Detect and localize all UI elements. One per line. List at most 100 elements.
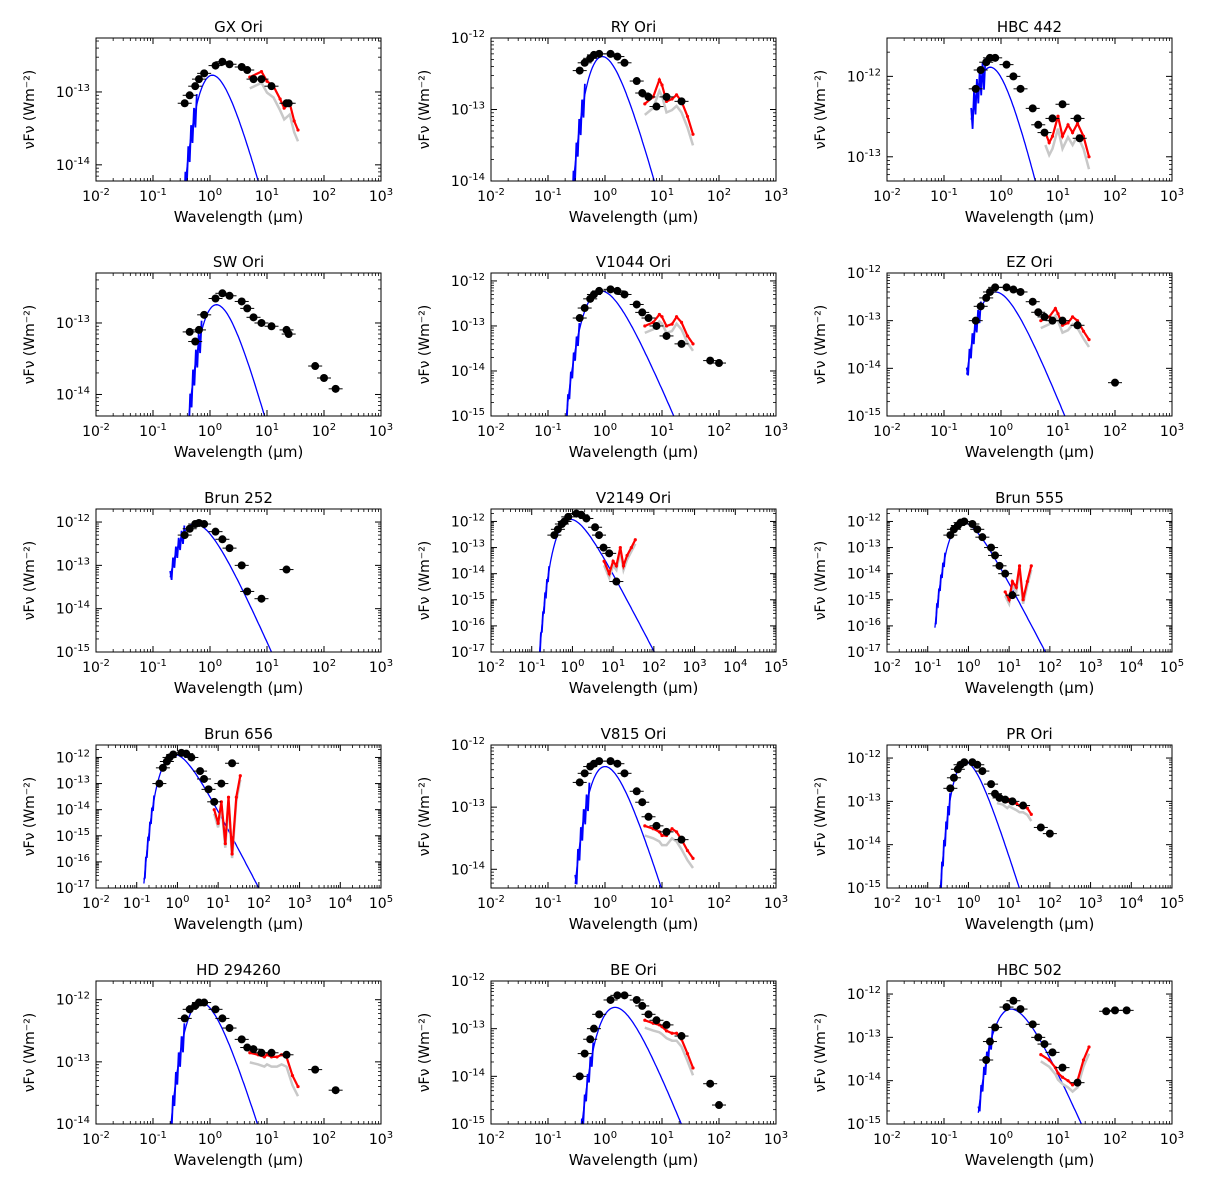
panel-title: BE Ori bbox=[610, 961, 657, 979]
spectrum-point bbox=[674, 1031, 679, 1035]
y-tick-label: 10-14 bbox=[451, 362, 485, 380]
data-layer bbox=[572, 757, 695, 888]
x-tick-label: 10-2 bbox=[82, 187, 110, 205]
sed-panel: 10-2 10-1 100 101 102 103 10-15 10-14 10-13 10-12… bbox=[417, 961, 788, 1169]
photometry-point bbox=[606, 49, 615, 58]
y-tick-label: 10-15 bbox=[451, 1115, 485, 1133]
x-axis-label: Wavelength (μm) bbox=[569, 1151, 699, 1169]
photometry-point bbox=[973, 525, 982, 534]
photosphere-model-line bbox=[574, 765, 663, 888]
photosphere-model-noise bbox=[572, 83, 586, 181]
spectrum-point bbox=[1039, 319, 1043, 323]
x-tick-label: 100 bbox=[198, 422, 222, 440]
panel-title: Brun 656 bbox=[204, 725, 273, 743]
spectrum-line bbox=[1044, 115, 1091, 158]
photometry-point bbox=[237, 561, 246, 570]
x-tick-label: 101 bbox=[650, 422, 674, 440]
axes-frame bbox=[490, 37, 777, 182]
photometry-point bbox=[976, 66, 985, 75]
x-tick-label: 100 bbox=[198, 187, 222, 205]
x-tick-label: 103 bbox=[1160, 422, 1184, 440]
photometry-point bbox=[620, 58, 629, 67]
x-tick-label: 100 bbox=[165, 894, 189, 912]
y-tick-label: 10-12 bbox=[451, 972, 485, 990]
x-tick-label: 102 bbox=[642, 658, 666, 676]
spectrum-point bbox=[657, 1023, 661, 1027]
photometry-point bbox=[1001, 569, 1010, 578]
photometry-point bbox=[564, 512, 573, 521]
spectrum-point bbox=[1056, 114, 1060, 118]
spectrum-point bbox=[614, 564, 618, 568]
photometry-point bbox=[1028, 297, 1037, 306]
x-tick-label: 103 bbox=[287, 894, 311, 912]
photometry-point bbox=[257, 75, 266, 84]
spectrum-point bbox=[674, 830, 679, 834]
spectrum-error-band bbox=[1040, 1053, 1091, 1094]
photometry-point bbox=[582, 514, 591, 523]
y-tick-label: 10-13 bbox=[56, 314, 90, 332]
spectrum-point bbox=[296, 128, 300, 132]
x-tick-label: 104 bbox=[1119, 658, 1143, 676]
axes-frame bbox=[95, 508, 382, 653]
data-layer bbox=[572, 49, 695, 181]
x-tick-label: 100 bbox=[989, 1130, 1013, 1148]
y-tick-label: 10-14 bbox=[847, 565, 881, 583]
x-tick-label: 103 bbox=[764, 187, 788, 205]
y-tick-label: 10-12 bbox=[56, 748, 90, 766]
y-axis-label: νFν (Wm⁻²) bbox=[22, 70, 38, 150]
x-tick-label: 101 bbox=[650, 1130, 674, 1148]
x-tick-label: 100 bbox=[989, 422, 1013, 440]
photometry-point bbox=[638, 89, 647, 98]
photometry-point bbox=[976, 302, 985, 311]
photometry-point bbox=[620, 991, 629, 1000]
photometry-point bbox=[267, 1048, 276, 1057]
photometry-point bbox=[652, 821, 661, 830]
y-tick-label: 10-17 bbox=[451, 643, 485, 661]
photometry-point bbox=[200, 774, 209, 783]
photometry-point bbox=[971, 84, 980, 93]
photometry-point bbox=[595, 286, 604, 295]
photometry-point bbox=[589, 1024, 598, 1033]
spectrum-point bbox=[219, 800, 223, 804]
sed-panel: 10-2 10-1 100 101 102 103 10-14 10-13 10-12 V815 … bbox=[417, 725, 788, 933]
spectrum-error-band bbox=[249, 81, 300, 142]
spectrum-point bbox=[259, 70, 264, 74]
y-tick-label: 10-15 bbox=[56, 643, 90, 661]
y-tick-label: 10-12 bbox=[451, 736, 485, 754]
photometry-point bbox=[257, 1048, 266, 1057]
y-tick-label: 10-13 bbox=[56, 1053, 90, 1071]
x-tick-label: 105 bbox=[1160, 894, 1184, 912]
y-tick-label: 10-12 bbox=[847, 512, 881, 530]
spectrum-point bbox=[691, 856, 695, 860]
photometry-point bbox=[200, 520, 209, 529]
spectrum-point bbox=[1075, 121, 1080, 126]
spectrum-line bbox=[644, 312, 694, 345]
photometry-point bbox=[575, 314, 584, 323]
photometry-point bbox=[1058, 100, 1067, 109]
x-tick-label: 103 bbox=[764, 1130, 788, 1148]
photosphere-model-line bbox=[977, 1008, 1083, 1124]
photometry-point bbox=[620, 769, 629, 778]
x-tick-label: 101 bbox=[997, 658, 1021, 676]
spectrum-point bbox=[238, 774, 242, 778]
photometry-point bbox=[1040, 1040, 1049, 1049]
photometry-point bbox=[331, 1086, 340, 1095]
y-axis-label: νFν (Wm⁻²) bbox=[417, 70, 433, 150]
photometry-point bbox=[991, 283, 1000, 292]
y-tick-label: 10-13 bbox=[451, 1020, 485, 1038]
photometry-point bbox=[218, 535, 227, 544]
x-tick-label: 10-1 bbox=[139, 187, 167, 205]
y-tick-label: 10-13 bbox=[847, 539, 881, 557]
y-tick-label: 10-12 bbox=[847, 985, 881, 1003]
spectrum-point bbox=[1087, 155, 1091, 159]
x-tick-label: 101 bbox=[650, 187, 674, 205]
photometry-point bbox=[662, 331, 671, 340]
x-tick-label: 102 bbox=[312, 422, 336, 440]
photometry-point bbox=[613, 759, 622, 768]
x-tick-label: 102 bbox=[312, 658, 336, 676]
photometry-point bbox=[1073, 1078, 1082, 1087]
x-tick-label: 103 bbox=[1078, 658, 1102, 676]
spectrum-point bbox=[230, 852, 234, 856]
spectrum-point bbox=[629, 545, 633, 550]
photometry-point bbox=[1002, 1003, 1011, 1012]
